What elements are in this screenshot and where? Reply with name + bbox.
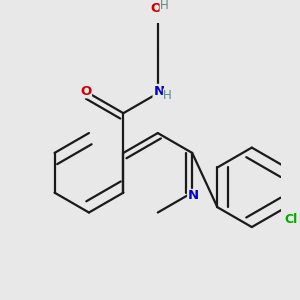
Text: H: H: [160, 0, 169, 11]
Text: N: N: [153, 85, 164, 98]
Text: Cl: Cl: [284, 213, 297, 226]
Text: O: O: [80, 85, 91, 98]
Text: N: N: [188, 190, 199, 202]
Text: O: O: [150, 2, 161, 15]
Text: H: H: [163, 89, 172, 102]
